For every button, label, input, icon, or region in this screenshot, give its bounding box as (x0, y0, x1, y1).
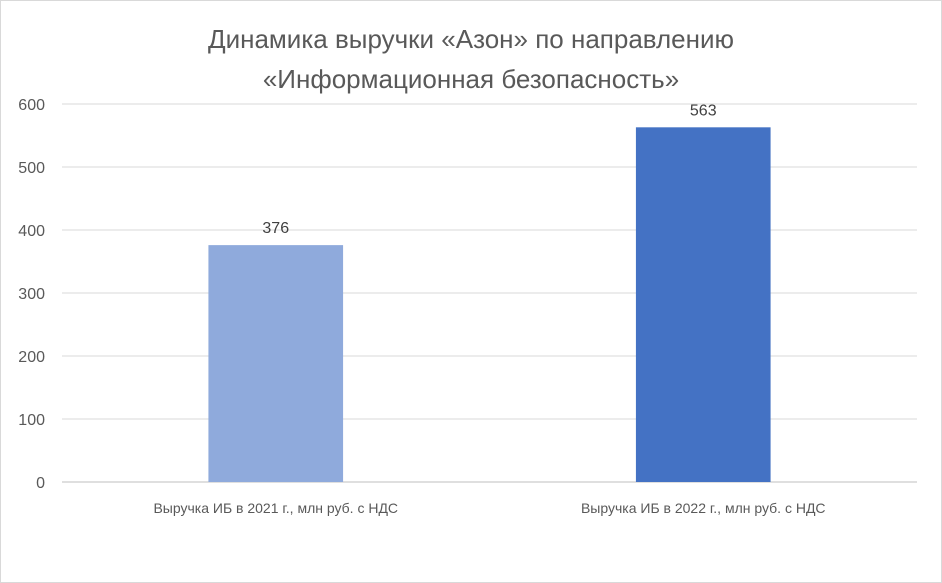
y-tick-label: 600 (18, 97, 45, 114)
chart-title: Динамика выручки «Азон» по направлению «… (1, 19, 941, 99)
bar (208, 245, 344, 482)
x-category-label: Выручка ИБ в 2022 г., млн руб. с НДС (581, 500, 826, 516)
y-tick-label: 200 (18, 349, 45, 366)
data-label: 563 (690, 102, 717, 119)
y-tick-label: 500 (18, 160, 45, 177)
y-tick-label: 400 (18, 223, 45, 240)
bar (635, 127, 771, 482)
x-category-label: Выручка ИБ в 2021 г., млн руб. с НДС (153, 500, 398, 516)
chart-title-line-2: «Информационная безопасность» (262, 64, 680, 94)
y-tick-label: 300 (18, 286, 45, 303)
chart-title-line-1: Динамика выручки «Азон» по направлению (207, 24, 735, 54)
y-tick-label: 100 (18, 412, 45, 429)
data-label: 376 (262, 220, 289, 237)
y-tick-label: 0 (36, 475, 45, 492)
